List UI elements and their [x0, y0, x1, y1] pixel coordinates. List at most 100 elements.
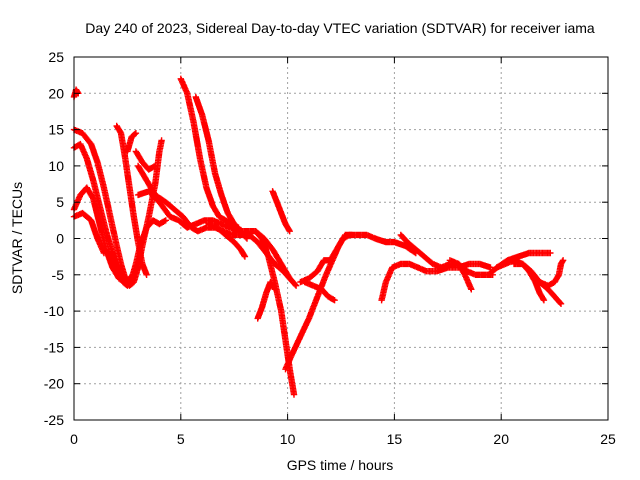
- data-point: [158, 150, 161, 153]
- data-point: [124, 157, 127, 160]
- y-tick-label: -10: [44, 303, 64, 319]
- data-point: [135, 263, 137, 265]
- data-point: [145, 226, 148, 229]
- data-point: [406, 241, 409, 243]
- data-point: [299, 281, 302, 283]
- data-point: [436, 270, 438, 273]
- data-point: [321, 288, 323, 291]
- data-point: [474, 274, 477, 276]
- data-point: [538, 281, 541, 283]
- data-point: [342, 237, 344, 240]
- data-point: [560, 263, 562, 265]
- data-point: [115, 125, 118, 127]
- y-tick-label: -15: [44, 339, 64, 355]
- data-point: [137, 165, 139, 167]
- series-markers: [269, 188, 293, 235]
- data-point: [79, 194, 82, 196]
- data-point: [464, 274, 466, 276]
- data-point: [244, 255, 246, 258]
- data-point: [103, 186, 105, 189]
- data-point: [417, 266, 419, 269]
- x-tick-label: 20: [493, 431, 509, 447]
- data-point: [92, 179, 94, 182]
- data-point: [203, 219, 206, 222]
- data-point: [154, 165, 156, 167]
- data-point: [118, 277, 120, 280]
- data-point: [137, 241, 139, 243]
- data-point: [154, 183, 156, 185]
- chart-title: Day 240 of 2023, Sidereal Day-to-day VTE…: [85, 20, 595, 36]
- series-arc-z: [536, 257, 567, 289]
- data-point: [81, 132, 84, 134]
- data-point: [538, 252, 541, 254]
- data-point: [280, 263, 283, 265]
- data-point: [432, 263, 434, 265]
- data-point: [329, 259, 332, 262]
- data-point: [496, 266, 498, 269]
- data-point: [90, 219, 92, 222]
- data-point: [466, 270, 468, 273]
- data-point: [323, 259, 325, 262]
- data-point: [265, 292, 268, 294]
- data-point: [385, 281, 387, 283]
- data-series: [70, 75, 567, 398]
- data-point: [357, 234, 359, 236]
- data-point: [489, 266, 492, 269]
- data-point: [152, 219, 154, 222]
- data-point: [483, 274, 485, 276]
- data-point: [246, 230, 248, 232]
- data-point: [182, 215, 184, 218]
- data-point: [145, 179, 148, 182]
- series-arc-m: [205, 220, 249, 260]
- data-point: [517, 255, 520, 258]
- data-point: [98, 223, 101, 225]
- data-point: [261, 237, 263, 240]
- data-point: [248, 234, 250, 236]
- series-markers: [282, 231, 355, 373]
- data-point: [457, 263, 460, 265]
- series-markers: [297, 231, 419, 286]
- data-point: [115, 245, 118, 247]
- x-tick-label: 25: [600, 431, 616, 447]
- data-point: [207, 223, 210, 225]
- data-point: [145, 274, 148, 276]
- data-point: [254, 230, 257, 232]
- data-point: [549, 252, 552, 254]
- data-point: [105, 230, 107, 232]
- data-point: [316, 270, 319, 273]
- data-point: [220, 194, 223, 196]
- data-point: [415, 248, 417, 251]
- data-point: [128, 277, 131, 280]
- data-point: [214, 172, 216, 174]
- data-point: [81, 212, 84, 214]
- data-point: [316, 295, 319, 298]
- y-tick-label: 10: [48, 158, 64, 174]
- data-point: [295, 284, 297, 287]
- data-point: [86, 186, 88, 189]
- series-arc-s: [301, 278, 338, 304]
- data-point: [269, 281, 272, 283]
- y-tick-label: 0: [56, 231, 64, 247]
- data-point: [169, 215, 171, 218]
- data-point: [118, 270, 120, 273]
- data-point: [261, 306, 263, 309]
- data-point: [231, 234, 233, 236]
- data-point: [103, 252, 105, 254]
- data-point: [165, 201, 167, 203]
- series-arc-v: [446, 257, 475, 293]
- data-point: [560, 303, 562, 305]
- data-point: [233, 241, 235, 243]
- series-arc-q: [282, 231, 355, 373]
- data-point: [239, 230, 242, 232]
- series-arc-x: [493, 249, 554, 271]
- data-point: [186, 226, 188, 229]
- series-arc-h: [132, 148, 159, 173]
- series-arc-g: [124, 130, 140, 155]
- data-point: [276, 201, 278, 203]
- data-point: [543, 299, 545, 302]
- data-point: [348, 234, 351, 236]
- data-point: [192, 121, 195, 124]
- data-point: [513, 263, 515, 265]
- data-point: [303, 281, 306, 283]
- series-arc-y: [510, 260, 565, 307]
